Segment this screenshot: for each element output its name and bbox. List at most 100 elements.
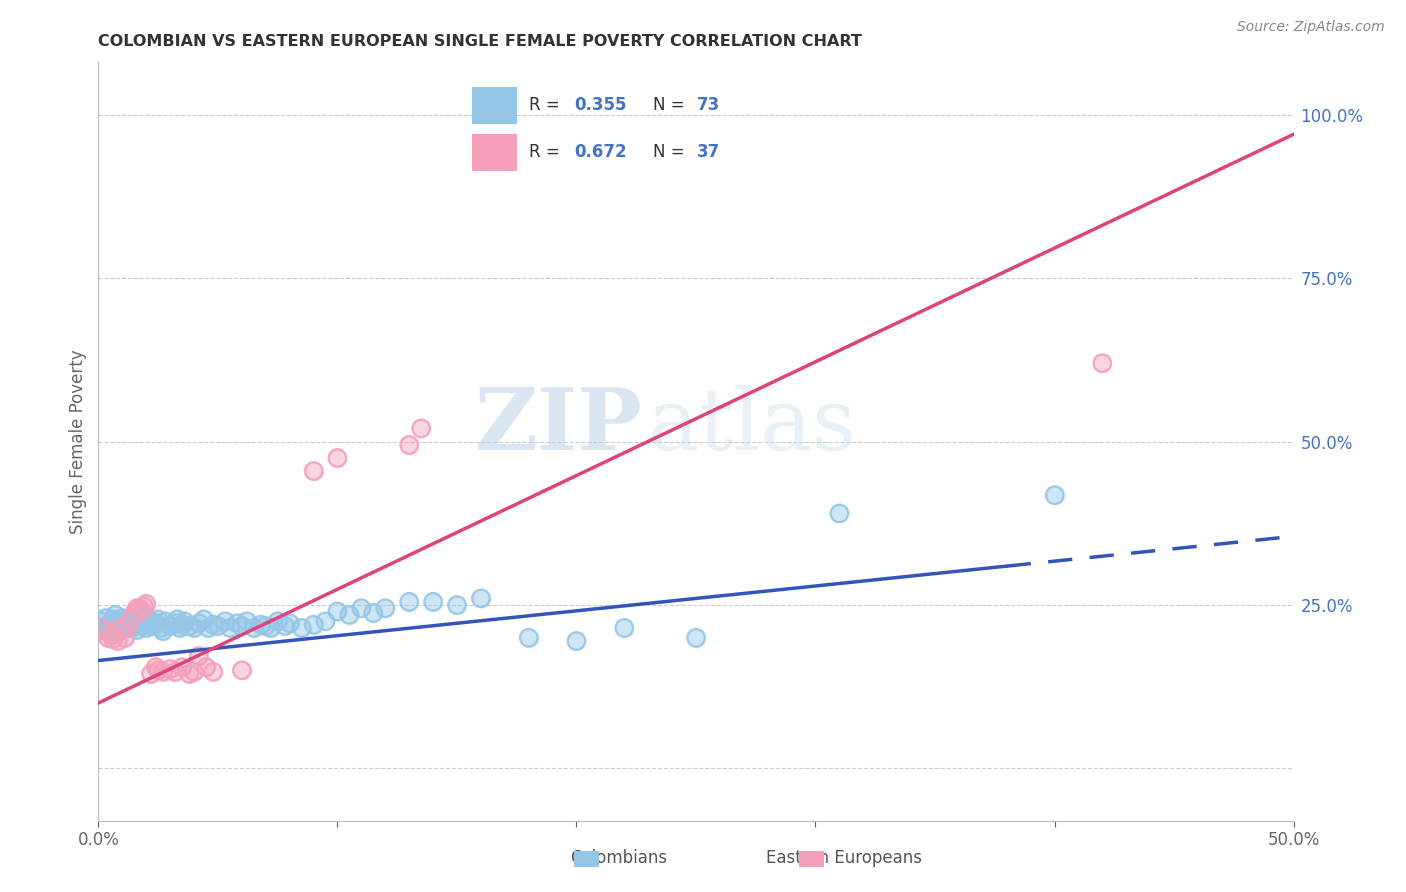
Point <box>94 611 117 625</box>
Point <box>422 595 444 609</box>
Point <box>115 621 138 635</box>
Point <box>142 619 165 633</box>
Point <box>1043 488 1066 502</box>
Point <box>132 599 155 614</box>
Point <box>398 438 420 452</box>
Point <box>172 617 194 632</box>
Point <box>131 605 153 619</box>
Point <box>131 619 153 633</box>
Point <box>152 624 174 639</box>
Point <box>326 605 349 619</box>
Point <box>121 611 143 625</box>
Point <box>98 621 122 635</box>
Point <box>302 464 325 478</box>
Point <box>159 619 181 633</box>
Point <box>187 616 209 631</box>
Point <box>274 619 297 633</box>
Point <box>138 617 160 632</box>
Point <box>446 598 468 612</box>
Point <box>104 624 127 639</box>
Point <box>411 421 433 435</box>
Point <box>326 450 349 465</box>
Point <box>207 619 229 633</box>
Point <box>163 616 186 631</box>
Point <box>197 621 219 635</box>
Point <box>422 595 444 609</box>
Point <box>172 617 194 632</box>
Point <box>145 616 167 631</box>
Point <box>235 615 257 629</box>
Point <box>148 663 170 677</box>
Point <box>202 617 225 632</box>
Point <box>107 633 129 648</box>
Point <box>315 615 337 629</box>
Point <box>517 631 540 645</box>
Point <box>115 616 138 631</box>
Point <box>101 612 124 626</box>
Point <box>231 619 253 633</box>
Point <box>152 665 174 679</box>
Point <box>108 624 131 639</box>
Point <box>111 621 134 635</box>
Point <box>90 615 112 629</box>
Text: Colombians: Colombians <box>569 849 668 867</box>
Point <box>108 615 131 629</box>
Point <box>148 612 170 626</box>
Point <box>231 663 253 677</box>
Point <box>111 611 134 625</box>
Point <box>243 621 266 635</box>
Point <box>135 621 157 635</box>
Text: ZIP: ZIP <box>474 384 643 468</box>
Point <box>97 631 120 645</box>
Point <box>114 631 136 645</box>
Point <box>183 665 205 679</box>
Point <box>350 601 373 615</box>
Point <box>315 615 337 629</box>
Point <box>142 619 165 633</box>
Point <box>107 633 129 648</box>
Point <box>121 611 143 625</box>
Point <box>98 616 122 631</box>
Point <box>187 616 209 631</box>
Point <box>166 612 188 626</box>
Point <box>173 615 195 629</box>
Point <box>183 665 205 679</box>
Point <box>121 621 143 635</box>
Point <box>111 619 134 633</box>
Point <box>267 615 290 629</box>
Point <box>94 611 117 625</box>
Point <box>118 615 141 629</box>
Point <box>339 607 361 622</box>
Point <box>104 624 127 639</box>
Point <box>159 619 181 633</box>
Point <box>470 591 492 606</box>
Point <box>187 648 209 663</box>
Point <box>149 621 172 635</box>
Point <box>179 666 201 681</box>
Point <box>107 617 129 632</box>
Point <box>197 621 219 635</box>
Point <box>350 601 373 615</box>
Point <box>193 612 215 626</box>
Point <box>108 624 131 639</box>
Point <box>1043 488 1066 502</box>
Point <box>101 612 124 626</box>
Text: Eastern Europeans: Eastern Europeans <box>766 849 921 867</box>
Point <box>114 621 136 635</box>
Point <box>104 624 127 639</box>
Point <box>124 606 146 620</box>
Point <box>226 616 249 631</box>
Point <box>148 612 170 626</box>
Point <box>254 619 277 633</box>
Point <box>685 631 707 645</box>
Point <box>121 621 143 635</box>
Point <box>326 450 349 465</box>
Point <box>155 615 177 629</box>
Point <box>111 619 134 633</box>
Point <box>90 615 112 629</box>
Point <box>214 615 236 629</box>
Point <box>152 624 174 639</box>
Point <box>398 595 420 609</box>
Point <box>202 665 225 679</box>
Point <box>155 615 177 629</box>
